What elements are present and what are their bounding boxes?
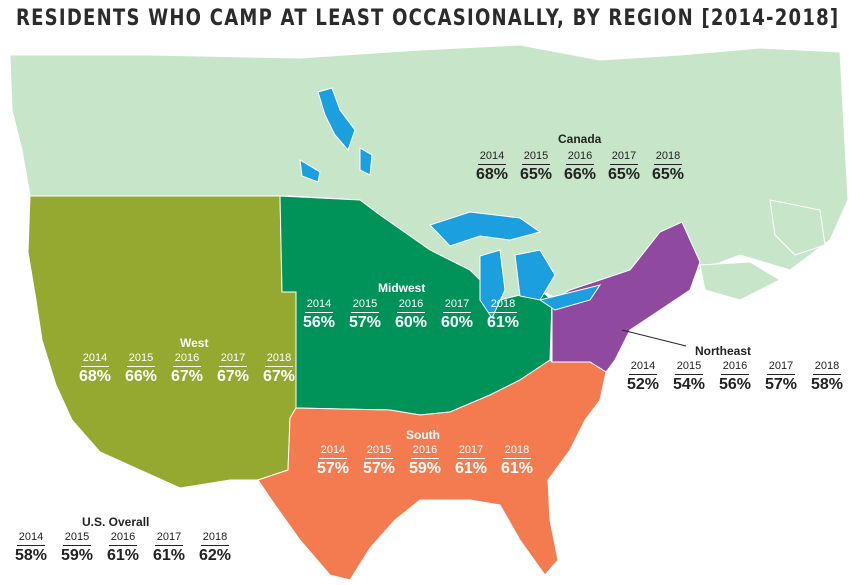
south-year: 2015 — [364, 444, 394, 459]
west-year: 2017 — [218, 352, 248, 367]
region-south — [257, 359, 607, 581]
midwest-year: 2014 — [304, 298, 334, 313]
canada-stats: 2014 68% 2015 65% 2016 66% 2017 65% 2018 65% — [470, 150, 690, 184]
northeast-value: 58% — [810, 376, 844, 393]
south-year: 2018 — [502, 444, 532, 459]
northeast-year: 2014 — [628, 360, 658, 375]
west-label: West — [180, 336, 209, 350]
west-year: 2015 — [126, 352, 156, 367]
us-overall-value: 61% — [106, 547, 140, 564]
great-lakes — [429, 211, 602, 320]
midwest-label: Midwest — [378, 281, 426, 295]
us-overall-value: 58% — [14, 547, 48, 564]
midwest-value: 60% — [440, 314, 474, 331]
northeast-year: 2017 — [766, 360, 796, 375]
west-year: 2018 — [264, 352, 294, 367]
northeast-stats: 2014 52% 2015 54% 2016 56% 2017 57% 2018 58% — [620, 360, 850, 394]
midwest-value: 61% — [486, 314, 520, 331]
canada-year: 2014 — [477, 150, 507, 165]
canada-year: 2017 — [609, 150, 639, 165]
us-overall-year: 2017 — [154, 531, 184, 546]
canada-value: 66% — [563, 166, 597, 183]
northeast-value: 54% — [672, 376, 706, 393]
south-year: 2014 — [318, 444, 348, 459]
canada-value: 65% — [519, 166, 553, 183]
us-overall-stats: 2014 58% 2015 59% 2016 61% 2017 61% 2018 62% — [8, 531, 238, 565]
midwest-year: 2015 — [350, 298, 380, 313]
south-value: 59% — [408, 460, 442, 477]
canada-year: 2018 — [653, 150, 683, 165]
northeast-value: 56% — [718, 376, 752, 393]
south-value: 57% — [362, 460, 396, 477]
south-value: 61% — [500, 460, 534, 477]
midwest-year: 2017 — [442, 298, 472, 313]
canada-value: 68% — [475, 166, 509, 183]
map-title: RESIDENTS WHO CAMP AT LEAST OCCASIONALLY… — [16, 6, 840, 31]
west-value: 67% — [262, 368, 296, 385]
canada-value: 65% — [651, 166, 685, 183]
south-label: South — [406, 428, 440, 442]
midwest-value: 56% — [302, 314, 336, 331]
us-overall-label: U.S. Overall — [82, 515, 150, 529]
west-stats: 2014 68% 2015 66% 2016 67% 2017 67% 2018 67% — [72, 352, 302, 386]
canada-lakes — [299, 87, 373, 183]
midwest-stats: 2014 56% 2015 57% 2016 60% 2017 60% 2018 61% — [296, 298, 526, 332]
west-value: 67% — [216, 368, 250, 385]
west-value: 68% — [78, 368, 112, 385]
west-year: 2014 — [80, 352, 110, 367]
region-canada-east — [699, 261, 782, 301]
midwest-year: 2018 — [488, 298, 518, 313]
northeast-value: 57% — [764, 376, 798, 393]
west-year: 2016 — [172, 352, 202, 367]
midwest-year: 2016 — [396, 298, 426, 313]
canada-value: 65% — [607, 166, 641, 183]
us-overall-value: 59% — [60, 547, 94, 564]
west-value: 67% — [170, 368, 204, 385]
us-overall-value: 62% — [198, 547, 232, 564]
us-overall-year: 2016 — [108, 531, 138, 546]
northeast-label: Northeast — [695, 344, 752, 358]
canada-year: 2015 — [521, 150, 551, 165]
us-overall-year: 2015 — [62, 531, 92, 546]
northeast-year: 2018 — [812, 360, 842, 375]
northeast-value: 52% — [626, 376, 660, 393]
region-west — [27, 195, 297, 489]
south-value: 61% — [454, 460, 488, 477]
south-year: 2016 — [410, 444, 440, 459]
canada-label: Canada — [558, 132, 602, 146]
northeast-year: 2015 — [674, 360, 704, 375]
south-value: 57% — [316, 460, 350, 477]
midwest-value: 60% — [394, 314, 428, 331]
south-stats: 2014 57% 2015 57% 2016 59% 2017 61% 2018 61% — [310, 444, 540, 478]
us-overall-year: 2014 — [16, 531, 46, 546]
us-overall-value: 61% — [152, 547, 186, 564]
south-year: 2017 — [456, 444, 486, 459]
canada-year: 2016 — [565, 150, 595, 165]
region-canada-nfld — [769, 199, 826, 256]
midwest-value: 57% — [348, 314, 382, 331]
us-overall-year: 2018 — [200, 531, 230, 546]
northeast-year: 2016 — [720, 360, 750, 375]
west-value: 66% — [124, 368, 158, 385]
